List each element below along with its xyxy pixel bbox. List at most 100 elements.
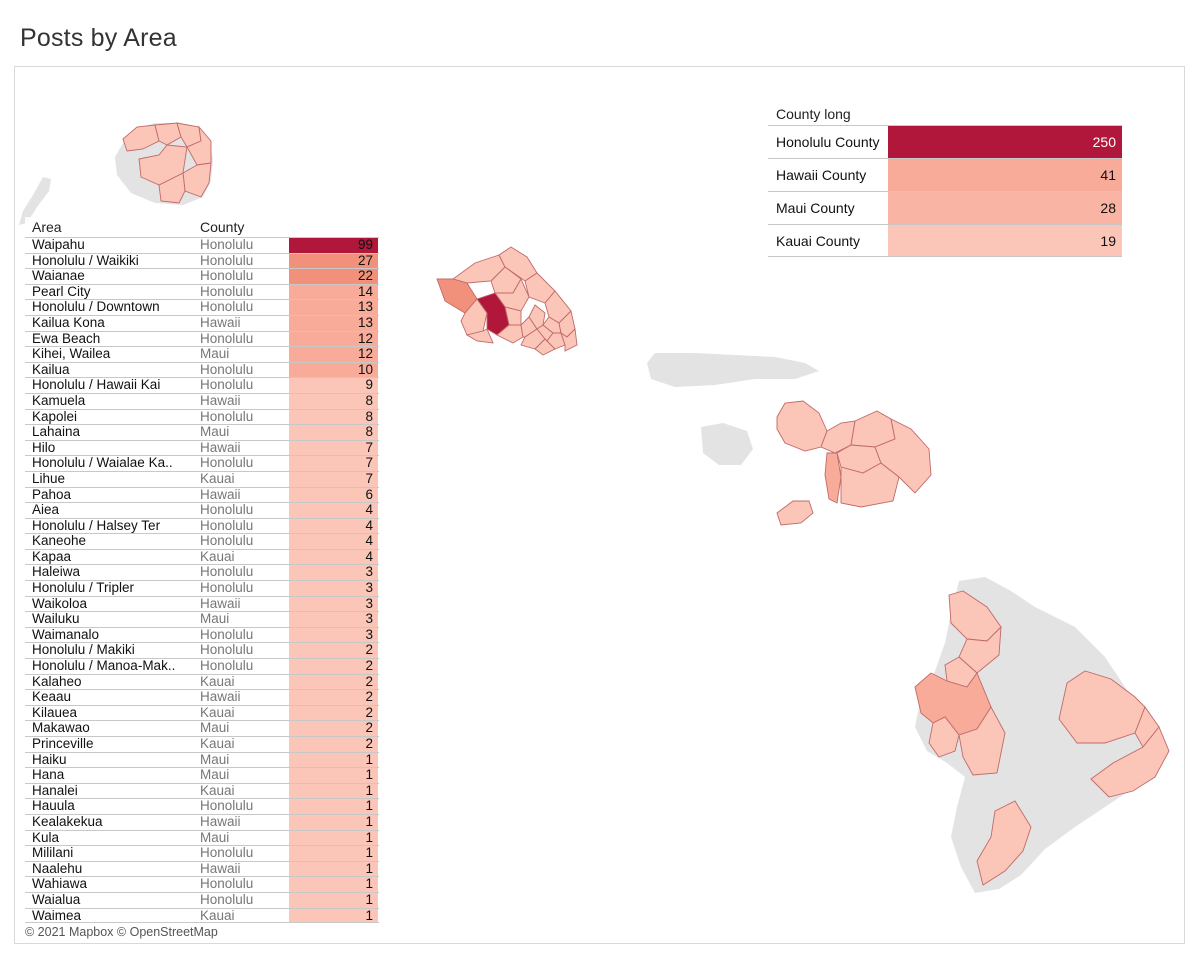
table-row[interactable]: Lahaina Maui 8 [25, 424, 379, 440]
table-row[interactable]: Mililani Honolulu 1 [25, 845, 379, 861]
table-row[interactable]: Kaneohe Honolulu 4 [25, 533, 379, 549]
county-row[interactable]: Maui County 28 [768, 191, 1122, 224]
district-princeville[interactable] [154, 122, 182, 146]
table-row[interactable]: Hilo Hawaii 7 [25, 439, 379, 456]
table-row[interactable]: Kihei, Wailea Maui 12 [25, 346, 379, 362]
table-row[interactable]: Naalehu Hawaii 1 [25, 860, 379, 877]
district-kihei[interactable] [824, 452, 842, 504]
island-kahoolawe[interactable] [776, 500, 814, 526]
posts-cell[interactable]: 1 [289, 908, 378, 923]
posts-cell[interactable]: 2 [289, 674, 378, 690]
table-row[interactable]: Kilauea Kauai 2 [25, 704, 379, 721]
table-row[interactable]: Kalaheo Kauai 2 [25, 673, 379, 690]
district-hawaii-kai[interactable] [560, 328, 578, 352]
posts-cell[interactable]: 8 [289, 409, 378, 425]
table-row[interactable]: Princeville Kauai 2 [25, 736, 379, 752]
posts-cell[interactable]: 2 [289, 643, 378, 659]
table-row[interactable]: Pahoa Hawaii 6 [25, 486, 379, 503]
hawaii-map[interactable] [15, 67, 1185, 944]
county-row[interactable]: Kauai County 19 [768, 224, 1122, 257]
district-hana[interactable] [874, 418, 932, 494]
table-row[interactable]: Pearl City Honolulu 14 [25, 283, 379, 300]
district-kealakekua[interactable] [958, 706, 1006, 776]
posts-cell[interactable]: 8 [289, 393, 378, 409]
map-attribution[interactable]: © 2021 Mapbox © OpenStreetMap [25, 925, 218, 939]
county-posts-cell[interactable]: 250 [888, 126, 1122, 158]
posts-cell[interactable]: 7 [289, 440, 378, 456]
posts-cell[interactable]: 27 [289, 253, 378, 269]
posts-cell[interactable]: 10 [289, 362, 378, 378]
table-row[interactable]: Kailua Kona Hawaii 13 [25, 314, 379, 331]
posts-cell[interactable]: 2 [289, 690, 378, 705]
district-tripler[interactable] [528, 304, 546, 330]
table-row[interactable]: Haiku Maui 1 [25, 751, 379, 768]
posts-cell[interactable]: 1 [289, 830, 378, 846]
posts-cell[interactable]: 2 [289, 721, 378, 736]
posts-cell[interactable]: 4 [289, 534, 378, 549]
county-posts-cell[interactable]: 28 [888, 192, 1122, 224]
table-row[interactable]: Hanalei Kauai 1 [25, 782, 379, 799]
table-row[interactable]: Honolulu / Waikiki Honolulu 27 [25, 252, 379, 269]
district-waimea[interactable] [138, 144, 188, 186]
posts-cell[interactable]: 1 [289, 752, 378, 768]
posts-cell[interactable]: 3 [289, 596, 378, 612]
posts-cell[interactable]: 13 [289, 315, 378, 331]
posts-cell[interactable]: 22 [289, 269, 378, 284]
posts-cell[interactable]: 4 [289, 502, 378, 518]
area-column-header[interactable]: Area [32, 219, 62, 235]
hawaii-districts[interactable] [914, 590, 1170, 886]
posts-cell[interactable]: 3 [289, 627, 378, 643]
table-row[interactable]: Honolulu / Halsey Ter Honolulu 4 [25, 517, 379, 534]
posts-cell[interactable]: 99 [289, 237, 378, 253]
district-kula[interactable] [840, 462, 900, 508]
kauai-districts[interactable] [122, 122, 212, 204]
table-row[interactable]: Aiea Honolulu 4 [25, 502, 379, 518]
posts-cell[interactable]: 1 [289, 783, 378, 799]
posts-cell[interactable]: 2 [289, 736, 378, 752]
table-row[interactable]: Honolulu / Makiki Honolulu 2 [25, 642, 379, 659]
posts-cell[interactable]: 3 [289, 612, 378, 627]
table-row[interactable]: Hauula Honolulu 1 [25, 798, 379, 814]
table-row[interactable]: Ewa Beach Honolulu 12 [25, 330, 379, 347]
table-row[interactable]: Hana Maui 1 [25, 767, 379, 783]
posts-cell[interactable]: 3 [289, 580, 378, 596]
district-kona-coast[interactable] [928, 716, 960, 758]
table-row[interactable]: Waipahu Honolulu 99 [25, 237, 379, 253]
table-row[interactable]: Waialua Honolulu 1 [25, 891, 379, 908]
district-ewa-beach[interactable] [465, 328, 494, 344]
table-row[interactable]: Waianae Honolulu 22 [25, 268, 379, 284]
table-row[interactable]: Honolulu / Waialae Ka.. Honolulu 7 [25, 455, 379, 471]
maui-districts[interactable] [776, 400, 932, 508]
oahu-districts[interactable] [436, 246, 578, 356]
table-row[interactable]: Honolulu / Tripler Honolulu 3 [25, 580, 379, 596]
posts-cell[interactable]: 13 [289, 300, 378, 315]
table-row[interactable]: Lihue Kauai 7 [25, 470, 379, 487]
posts-cell[interactable]: 1 [289, 768, 378, 783]
table-row[interactable]: Wahiawa Honolulu 1 [25, 876, 379, 892]
table-row[interactable]: Honolulu / Hawaii Kai Honolulu 9 [25, 377, 379, 393]
county-long-header[interactable]: County long [776, 106, 851, 122]
table-row[interactable]: Kapaa Kauai 4 [25, 548, 379, 565]
district-hilo[interactable] [1058, 670, 1146, 744]
district-naalehu[interactable] [976, 800, 1032, 886]
posts-cell[interactable]: 12 [289, 331, 378, 347]
posts-cell[interactable]: 3 [289, 565, 378, 581]
table-row[interactable]: Waimanalo Honolulu 3 [25, 626, 379, 643]
table-row[interactable]: Honolulu / Downtown Honolulu 13 [25, 299, 379, 315]
posts-cell[interactable]: 6 [289, 487, 378, 503]
district-lahaina[interactable] [776, 400, 828, 452]
table-row[interactable]: Kamuela Hawaii 8 [25, 392, 379, 409]
posts-cell[interactable]: 12 [289, 347, 378, 362]
table-row[interactable]: Kula Maui 1 [25, 829, 379, 846]
posts-cell[interactable]: 7 [289, 471, 378, 487]
county-column-header[interactable]: County [200, 219, 245, 235]
posts-cell[interactable]: 2 [289, 658, 378, 674]
district-pearl-city[interactable] [496, 324, 524, 344]
table-row[interactable]: Honolulu / Manoa-Mak.. Honolulu 2 [25, 658, 379, 674]
table-row[interactable]: Kapolei Honolulu 8 [25, 408, 379, 425]
posts-cell[interactable]: 9 [289, 378, 378, 393]
table-row[interactable]: Makawao Maui 2 [25, 720, 379, 736]
posts-cell[interactable]: 4 [289, 518, 378, 534]
table-row[interactable]: Kailua Honolulu 10 [25, 361, 379, 378]
posts-cell[interactable]: 7 [289, 456, 378, 471]
